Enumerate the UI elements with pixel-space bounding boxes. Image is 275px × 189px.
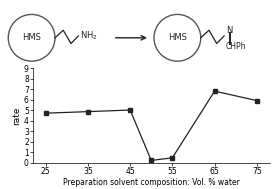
Text: HMS: HMS <box>168 33 187 42</box>
Text: CHPh: CHPh <box>226 42 247 51</box>
Text: NH$_2$: NH$_2$ <box>80 30 97 42</box>
X-axis label: Preparation solvent composition: Vol. % water: Preparation solvent composition: Vol. % … <box>63 178 240 187</box>
Text: N: N <box>226 26 232 35</box>
Text: HMS: HMS <box>22 33 41 42</box>
Y-axis label: rate: rate <box>12 106 21 125</box>
